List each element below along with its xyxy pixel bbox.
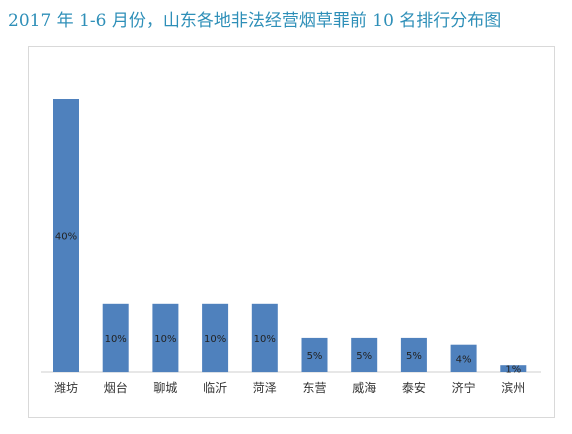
bar-潍坊: [53, 99, 79, 372]
bar-滨州: [500, 365, 527, 372]
bar-菏泽: [251, 303, 278, 373]
bar-data-labels-group: 40% 10% 10% 10% 10% 5% 5% 5% 4% 1%: [55, 232, 521, 376]
category-label: 东营: [302, 381, 326, 395]
category-label: 泰安: [402, 380, 426, 395]
bar-东营: [301, 337, 328, 372]
bar-data-label: 10%: [105, 334, 127, 345]
bar-data-label: 40%: [55, 232, 77, 243]
plot-area-frame: [28, 46, 555, 418]
category-label: 潍坊: [54, 380, 78, 395]
bar-聊城: [152, 303, 179, 373]
bar-data-label: 10%: [204, 334, 226, 345]
bar-济宁: [450, 344, 477, 372]
category-label: 济宁: [452, 380, 476, 395]
category-label: 威海: [352, 380, 376, 395]
bar-data-label: 10%: [254, 334, 276, 345]
bar-data-label: 4%: [456, 354, 472, 365]
category-label: 滨州: [501, 380, 525, 395]
category-label: 临沂: [203, 381, 227, 395]
category-label: 菏泽: [253, 381, 277, 395]
bar-烟台: [102, 303, 129, 373]
bar-data-label: 1%: [505, 365, 521, 376]
bar-data-label: 5%: [307, 351, 323, 362]
category-labels-group: 潍坊 烟台 聊城 临沂 菏泽 东营 威海 泰安 济宁 滨州: [54, 380, 525, 395]
category-label: 烟台: [104, 380, 128, 395]
bars-group: [53, 99, 527, 373]
bar-data-label: 5%: [356, 351, 372, 362]
bar-临沂: [202, 303, 229, 373]
bar-data-label: 10%: [154, 334, 176, 345]
chart-title: 2017 年 1-6 月份，山东各地非法经营烟草罪前 10 名排行分布图: [8, 11, 502, 31]
category-label: 聊城: [153, 381, 177, 395]
bar-泰安: [400, 337, 427, 372]
bar-威海: [351, 337, 378, 372]
bar-data-label: 5%: [406, 351, 422, 362]
